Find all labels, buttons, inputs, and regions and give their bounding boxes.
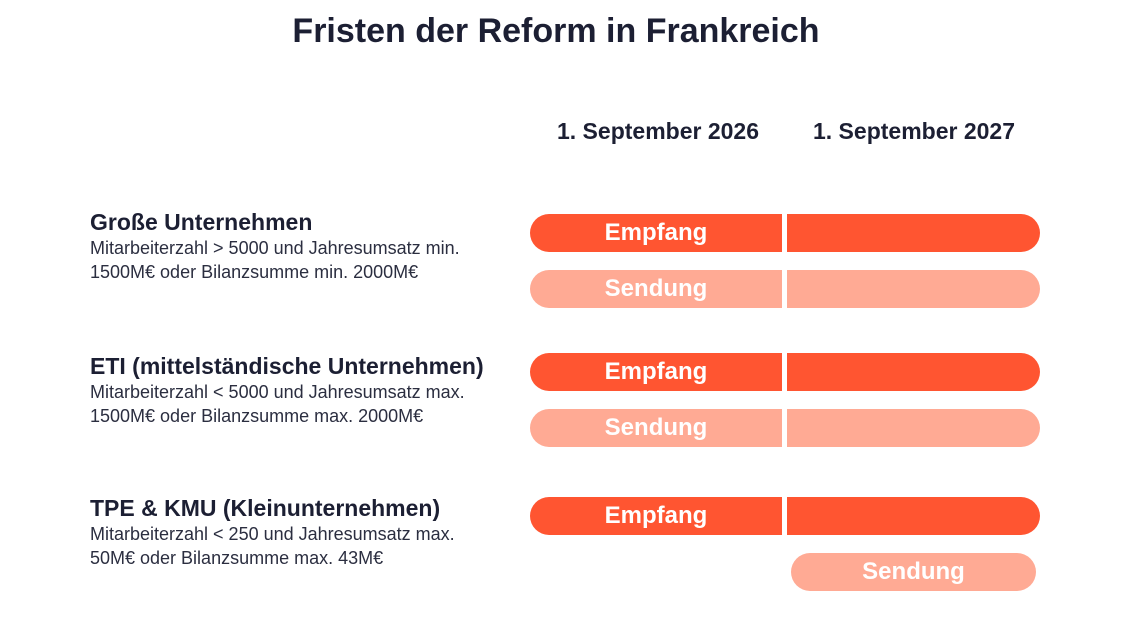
page-title: Fristen der Reform in Frankreich <box>292 12 820 50</box>
receive-label: Empfang <box>604 502 708 529</box>
send-bar-2026 <box>530 409 782 447</box>
receive-label: Empfang <box>604 358 708 385</box>
column-header-2027: 1. September 2027 <box>812 118 1015 144</box>
receive-bar-2026 <box>530 497 782 535</box>
send-bar: Sendung <box>530 409 1040 447</box>
send-label: Sendung <box>604 275 708 302</box>
company-name: ETI (mittelständische Unternehmen) <box>90 353 484 379</box>
receive-bar: Empfang <box>530 497 1040 535</box>
send-bar-2027 <box>787 270 1040 308</box>
company-name: Große Unternehmen <box>90 209 313 235</box>
send-bar: Sendung <box>530 270 1040 308</box>
company-description: Mitarbeiterzahl > 5000 und Jahresumsatz … <box>90 238 460 282</box>
receive-bar: Empfang <box>530 353 1040 391</box>
send-label: Sendung <box>604 414 708 441</box>
company-name: TPE & KMU (Kleinunternehmen) <box>90 495 441 521</box>
receive-label: Empfang <box>604 219 708 246</box>
receive-bar: Empfang <box>530 214 1040 252</box>
send-bar-2026 <box>530 270 782 308</box>
company-row-large: Große Unternehmen Mitarbeiterzahl > 5000… <box>90 208 520 284</box>
company-row-eti: ETI (mittelständische Unternehmen) Mitar… <box>90 352 520 428</box>
send-label: Sendung <box>862 558 965 585</box>
company-description: Mitarbeiterzahl < 250 und Jahresumsatz m… <box>90 524 455 568</box>
receive-bar-2027 <box>787 497 1040 535</box>
company-row-sme: TPE & KMU (Kleinunternehmen) Mitarbeiter… <box>90 494 520 570</box>
send-bar-2027 <box>791 553 1036 591</box>
receive-bar-2026 <box>530 214 782 252</box>
column-header-2026: 1. September 2026 <box>556 118 759 144</box>
company-description: Mitarbeiterzahl < 5000 und Jahresumsatz … <box>90 382 465 426</box>
receive-bar-2027 <box>787 353 1040 391</box>
send-bar: Sendung <box>791 553 1036 591</box>
receive-bar-2026 <box>530 353 782 391</box>
receive-bar-2027 <box>787 214 1040 252</box>
send-bar-2027 <box>787 409 1040 447</box>
